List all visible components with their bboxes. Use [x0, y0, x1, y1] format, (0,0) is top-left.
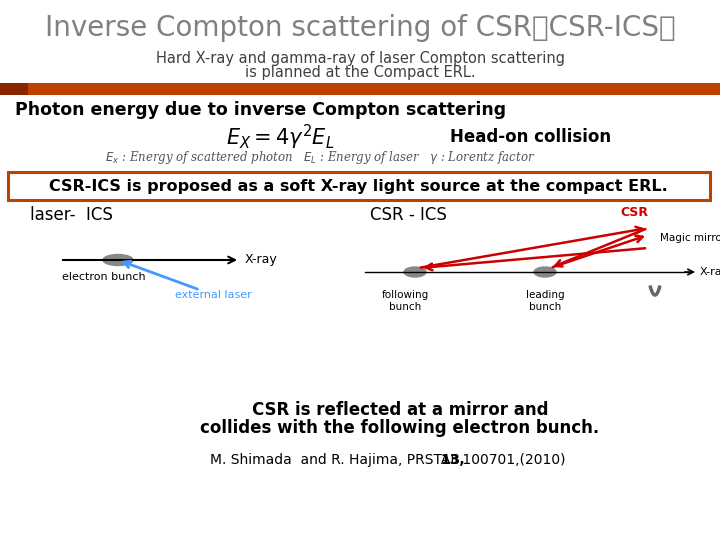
- Text: X-ray: X-ray: [700, 267, 720, 277]
- Text: following: following: [382, 290, 428, 300]
- Text: Head-on collision: Head-on collision: [450, 128, 611, 146]
- Text: CSR is reflected at a mirror and: CSR is reflected at a mirror and: [252, 401, 548, 419]
- Text: leading: leading: [526, 290, 564, 300]
- Text: M. Shimada  and R. Hajima, PRSTAB: M. Shimada and R. Hajima, PRSTAB: [210, 453, 469, 467]
- Ellipse shape: [534, 267, 556, 277]
- Text: Magic mirror: Magic mirror: [660, 233, 720, 243]
- Text: bunch: bunch: [389, 302, 421, 312]
- Text: CSR - ICS: CSR - ICS: [370, 206, 447, 224]
- Text: $E_X = 4\gamma^2 E_L$: $E_X = 4\gamma^2 E_L$: [226, 123, 334, 152]
- Bar: [28, 83, 720, 95]
- Text: is planned at the Compact ERL.: is planned at the Compact ERL.: [245, 64, 475, 79]
- Text: Photon energy due to inverse Compton scattering: Photon energy due to inverse Compton sca…: [15, 101, 506, 119]
- Text: $E_x$ : Energy of scattered photon   $E_L$ : Energy of laser   $\gamma$ : Lorent: $E_x$ : Energy of scattered photon $E_L$…: [104, 150, 535, 166]
- Text: laser-  ICS: laser- ICS: [30, 206, 113, 224]
- Text: 100701,(2010): 100701,(2010): [458, 453, 565, 467]
- Text: 13,: 13,: [440, 453, 464, 467]
- Text: CSR: CSR: [620, 206, 648, 219]
- Text: Hard X-ray and gamma-ray of laser Compton scattering: Hard X-ray and gamma-ray of laser Compto…: [156, 51, 564, 65]
- Bar: [8, 172, 710, 200]
- Ellipse shape: [103, 254, 133, 266]
- Text: electron bunch: electron bunch: [62, 272, 145, 282]
- Text: bunch: bunch: [529, 302, 561, 312]
- Text: Inverse Compton scattering of CSR（CSR-ICS）: Inverse Compton scattering of CSR（CSR-IC…: [45, 14, 675, 42]
- Text: X-ray: X-ray: [245, 253, 278, 267]
- Text: CSR-ICS is proposed as a soft X-ray light source at the compact ERL.: CSR-ICS is proposed as a soft X-ray ligh…: [49, 179, 667, 193]
- Text: collides with the following electron bunch.: collides with the following electron bun…: [200, 419, 600, 437]
- Bar: [0, 83, 28, 95]
- Ellipse shape: [404, 267, 426, 277]
- Text: external laser: external laser: [175, 290, 252, 300]
